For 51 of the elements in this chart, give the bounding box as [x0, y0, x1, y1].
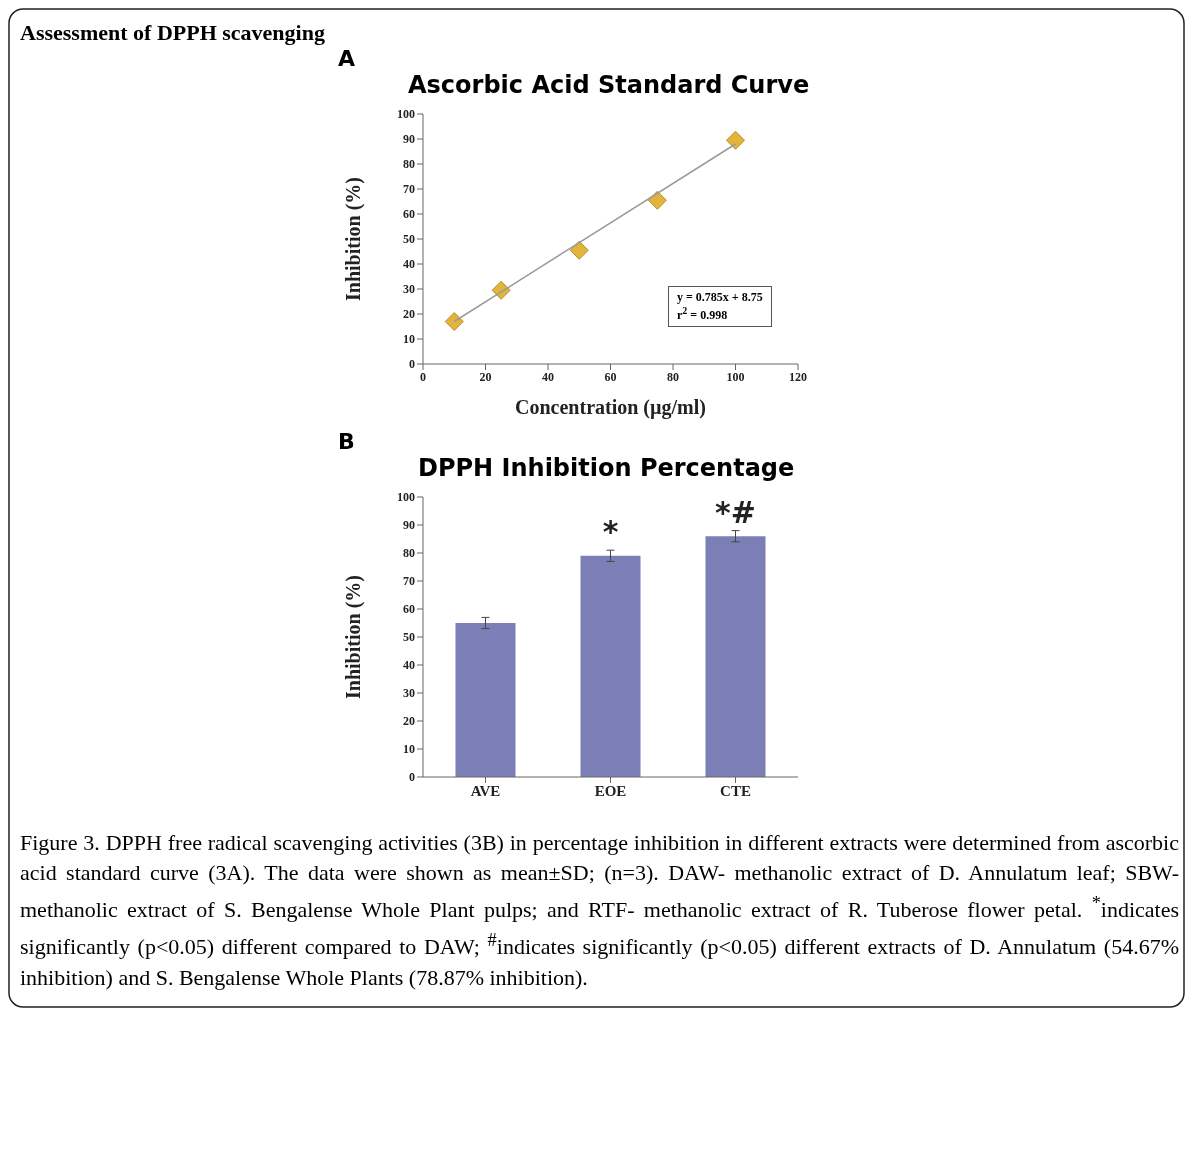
y-tick-label: 70 [403, 574, 415, 589]
bar [705, 536, 766, 777]
x-tick-label: 80 [667, 369, 679, 384]
y-tick-label: 10 [403, 742, 415, 757]
y-tick-label: 30 [403, 282, 415, 297]
bar [580, 555, 641, 777]
point [569, 240, 589, 260]
y-tick-label: 100 [397, 107, 415, 122]
y-tick-label: 10 [403, 332, 415, 347]
x-tick-label: 20 [479, 369, 492, 384]
y-tick-label: 30 [403, 686, 415, 701]
annotation: y = 0.785x + 8.75 [677, 290, 763, 305]
y-tick-label: 90 [403, 518, 415, 533]
bar [455, 623, 516, 777]
text: B [338, 429, 356, 454]
y-tick-label: 40 [403, 658, 415, 673]
x-tick-label: 40 [542, 369, 554, 384]
y-tick-label: 60 [403, 602, 415, 617]
y-tick-label: 50 [403, 630, 415, 645]
text: Figure 3. DPPH free radical scavenging activities (3B) in percentage inhibition in different extracts were determined from ascorbic acid standard curve (3A). The data were shown as mean±SD; (n=3). DAW- methanolic extract of D. Annulatum leaf; SBW- methanolic extract of S. Bengalense Whole Plant pulps; and RTF- methanolic extract of R. Tuberose flower petal. $^{*}$indicates significantly (p<0.05) different compared to DAW; $^{#}$indicates significantly (p<0.05) different extracts of D. Annulatum (54.67% inhibition) and S. Bengalense Whole Plants (78.87% inhibition). [20, 830, 1179, 990]
annotation: r$^{2}$ = 0.998 [677, 305, 729, 323]
y-tick-label: 100 [397, 490, 415, 505]
y-tick-label: 70 [403, 182, 415, 197]
y-tick-label: 90 [403, 132, 415, 147]
x-tick-label: AVE [470, 782, 501, 799]
text: A [338, 46, 357, 71]
x-tick-label: EOE [594, 782, 627, 799]
x-axis-title: Concentration (µg/ml) [515, 396, 706, 419]
y-tick-label: 80 [403, 157, 415, 172]
y-tick-label: 50 [403, 232, 415, 247]
x-tick-label: 100 [726, 369, 745, 384]
annotation: * [602, 514, 619, 550]
y-tick-label: 80 [403, 546, 415, 561]
y-axis-title: Inhibition (%) [342, 575, 366, 699]
y-tick-label: 20 [403, 714, 415, 729]
y-axis-title: Inhibition (%) [342, 177, 366, 301]
y-tick-label: 0 [409, 770, 415, 785]
point [444, 312, 464, 331]
point [726, 130, 745, 150]
y-tick-label: 0 [409, 357, 415, 372]
x-tick-label: 120 [789, 369, 807, 384]
x-tick-label: 0 [420, 369, 426, 384]
y-tick-label: 20 [403, 307, 415, 322]
y-tick-label: 60 [403, 207, 415, 222]
x-tick-label: CTE [720, 782, 751, 799]
chart-title: Ascorbic Acid Standard Curve [408, 71, 811, 99]
annotation: *# [715, 494, 756, 530]
x-tick-label: 60 [604, 369, 617, 384]
chart-title: DPPH Inhibition Percentage [418, 454, 796, 482]
y-tick-label: 40 [403, 257, 415, 272]
text: Assessment of DPPH scavenging [19, 19, 326, 46]
